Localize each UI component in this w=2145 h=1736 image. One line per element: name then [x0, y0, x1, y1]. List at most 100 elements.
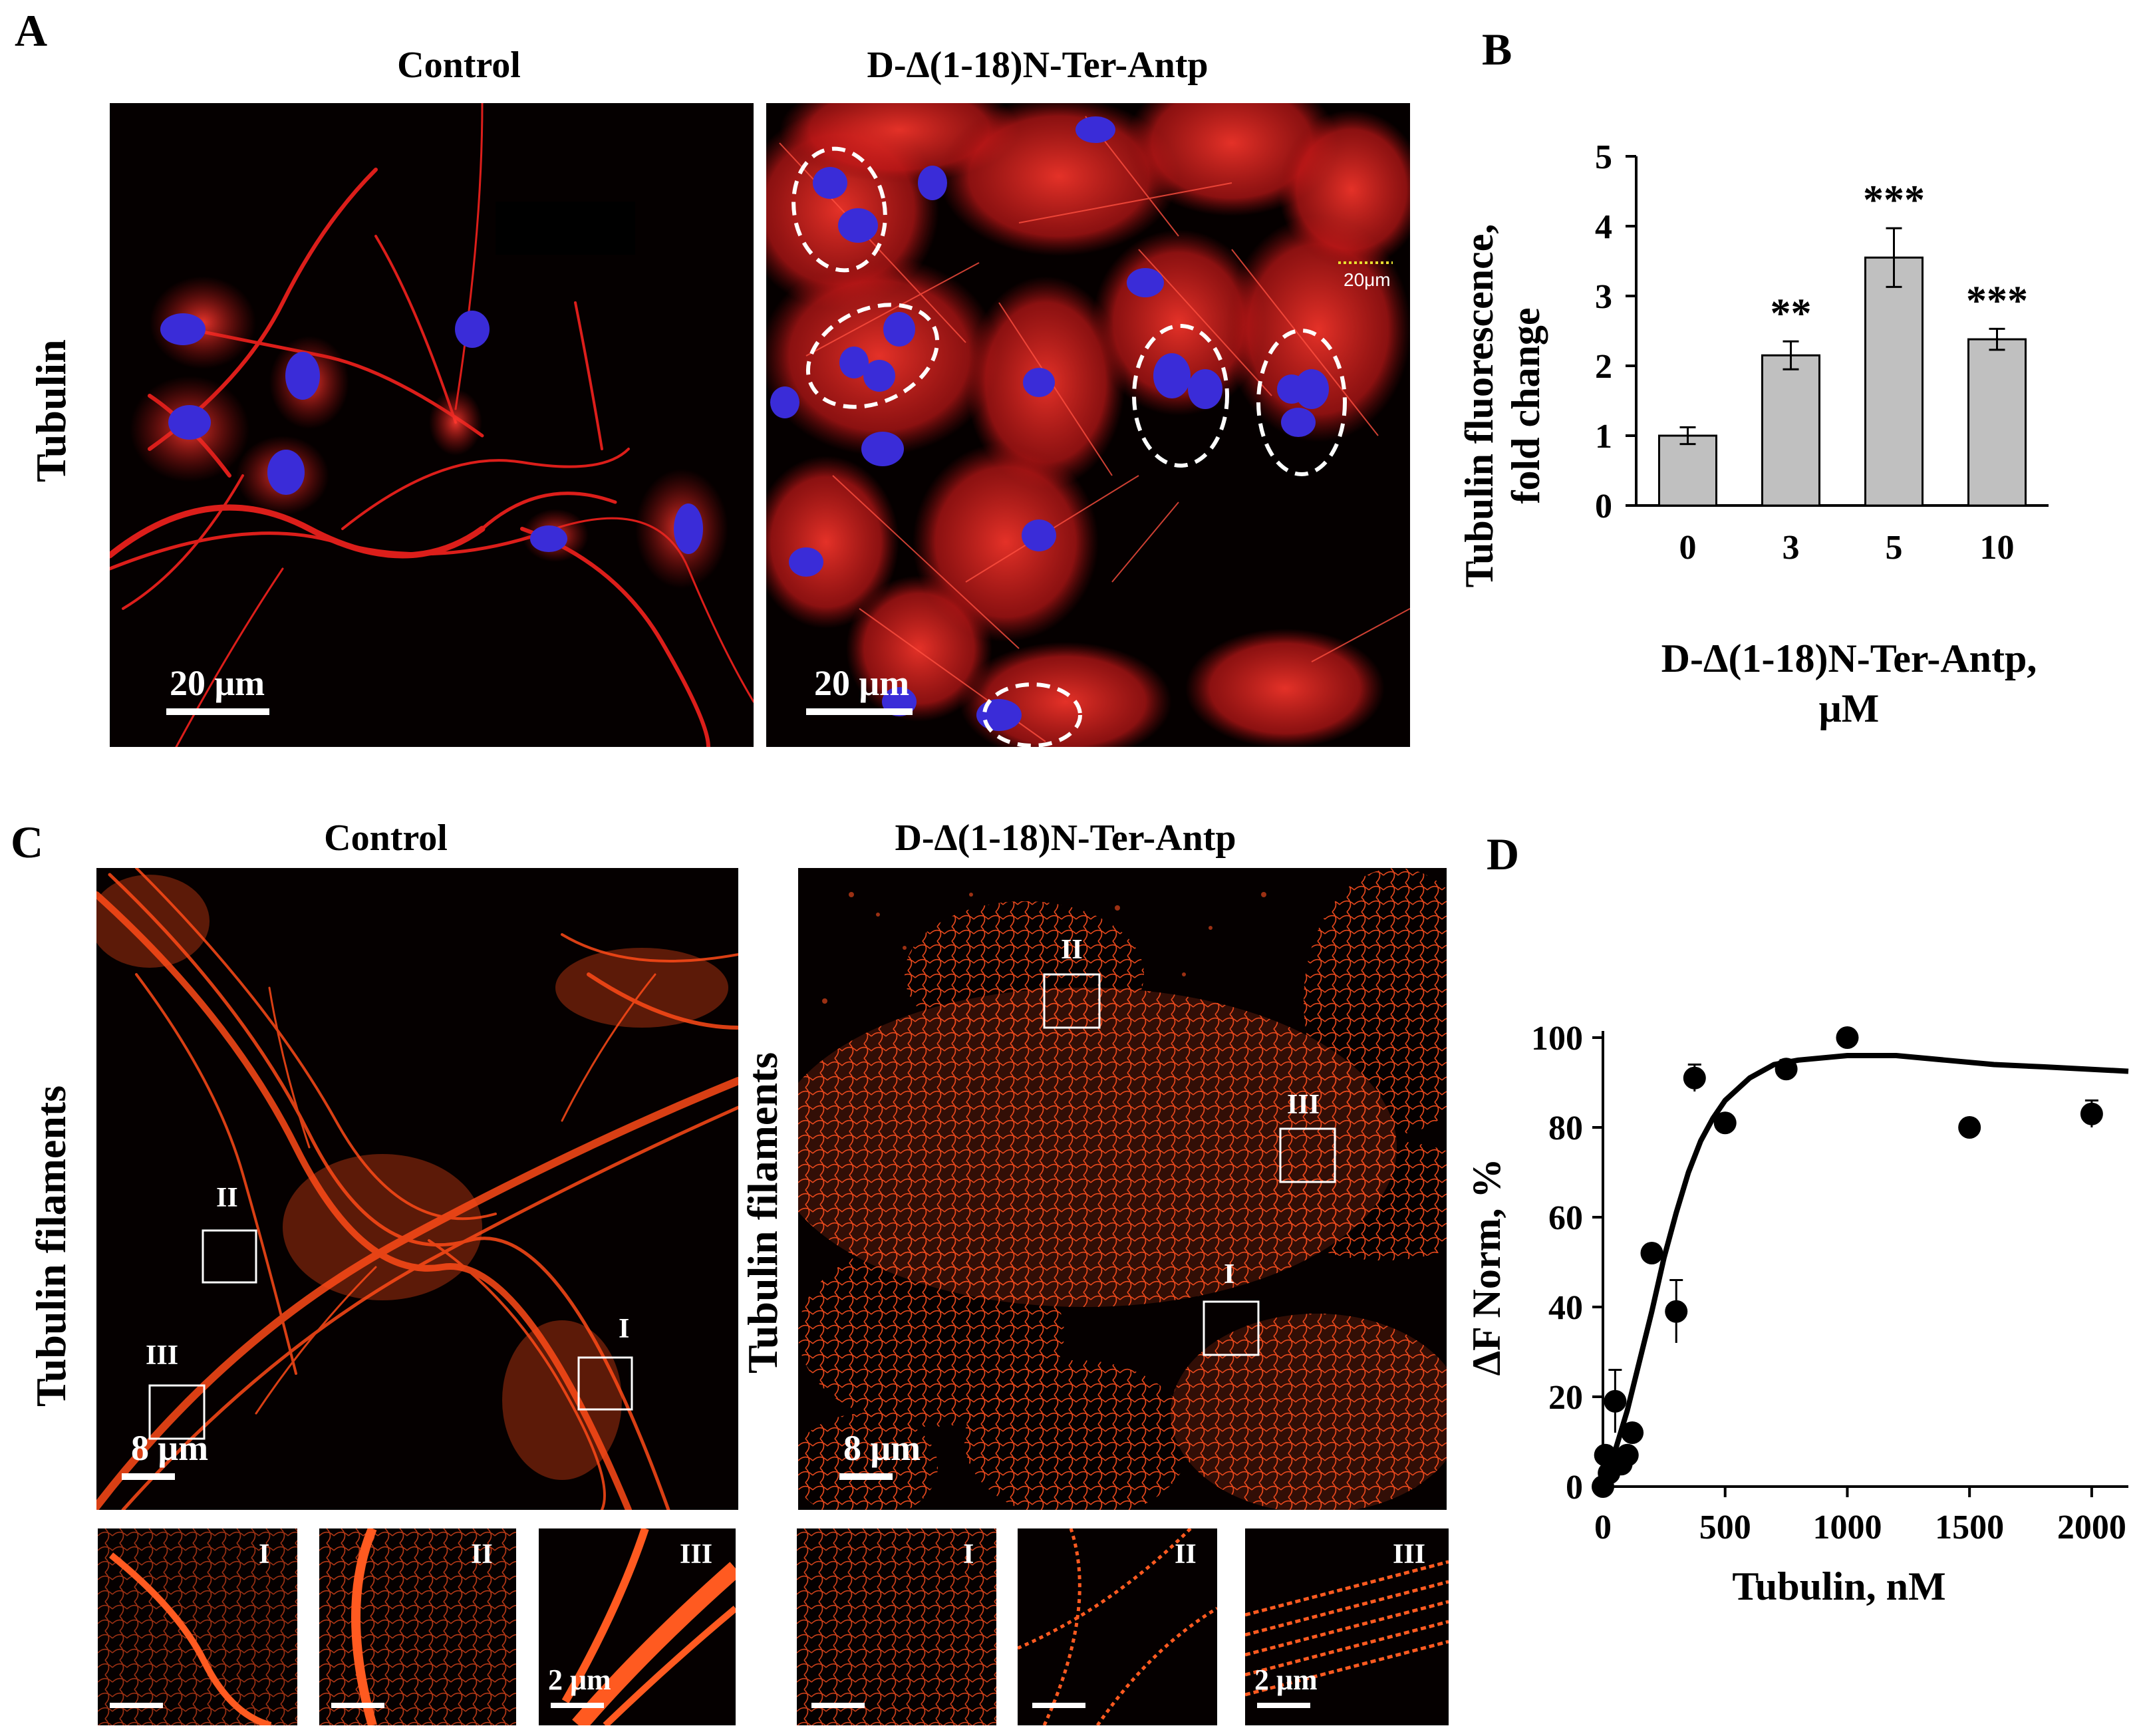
inset-c-treated-iii: III 2 μm	[1245, 1528, 1449, 1725]
scale-bar-c-treated	[839, 1473, 893, 1480]
chart-d-point	[1604, 1389, 1627, 1413]
panel-c-control-title: Control	[324, 817, 448, 859]
inset-c-treated-ii: II	[1018, 1528, 1217, 1725]
micrograph-a-control-image	[110, 103, 754, 747]
chart-d-xtick-label: 1000	[1812, 1509, 1882, 1546]
chart-b-significance: **	[1771, 291, 1812, 336]
panel-letter-d: D	[1487, 829, 1520, 879]
chart-b-category-label: 5	[1886, 529, 1903, 567]
chart-b-ytick-label: 2	[1595, 348, 1612, 386]
chart-b-bar	[1864, 256, 1924, 507]
inset-c-treated-i-image	[797, 1528, 996, 1725]
chart-b-bar	[1967, 338, 2027, 507]
chart-b-category-label: 0	[1679, 529, 1697, 567]
chart-d-point	[2080, 1102, 2103, 1125]
chart-d-point	[1683, 1066, 1706, 1089]
chart-d-xlabel: Tubulin, nM	[1732, 1564, 1945, 1608]
inset-c-control-ii: II	[319, 1528, 516, 1725]
chart-d-ylabel: ΔF Norm, %	[1465, 1159, 1508, 1376]
micrograph-a-control: 20 μm	[110, 103, 754, 747]
inset-scale-bar-c-control-i	[110, 1703, 163, 1708]
chart-b-ytick-label: 0	[1595, 488, 1612, 525]
chart-d-fit-curve	[1600, 1053, 2129, 1488]
box-label-c-treated-i: I	[1224, 1259, 1235, 1290]
chart-d-xtick-label: 1500	[1935, 1509, 2004, 1546]
inset-label-c-treated-iii: III	[1393, 1539, 1426, 1570]
inset-label-c-treated-i: I	[963, 1539, 974, 1570]
micrograph-c-treated: II III I 8 μm	[798, 868, 1447, 1510]
chart-d-xtick-label: 0	[1594, 1509, 1612, 1546]
chart-b-bar	[1658, 434, 1717, 507]
chart-b-significance: ***	[1863, 178, 1925, 223]
inset-scale-bar-c-control-iii	[551, 1703, 604, 1708]
chart-d-point	[1836, 1026, 1859, 1049]
scale-text-c-treated: 8 μm	[843, 1428, 921, 1468]
chart-d-point	[1621, 1421, 1644, 1444]
chart-d-xtick-label: 2000	[2057, 1509, 2126, 1546]
chart-d-xtick-label: 500	[1699, 1509, 1751, 1546]
box-label-c-treated-ii: II	[1061, 935, 1083, 965]
chart-b-significance: ***	[1966, 278, 2028, 323]
chart-b-ytick-label: 5	[1595, 138, 1612, 176]
panel-a-treated-title: D-Δ(1-18)N-Ter-Antp	[867, 45, 1209, 86]
panel-c-treated-title: D-Δ(1-18)N-Ter-Antp	[895, 817, 1236, 859]
scale-text-a-control: 20 μm	[170, 663, 265, 703]
chart-d-point	[1713, 1111, 1737, 1135]
scale-text-a-treated: 20 μm	[814, 663, 910, 703]
chart-b-xlabel-1: D-Δ(1-18)N-Ter-Antp,	[1661, 637, 2037, 680]
scale-text-c-control: 8 μm	[131, 1428, 209, 1468]
chart-d-ytick-label: 40	[1548, 1289, 1583, 1327]
chart-d-point	[1616, 1443, 1639, 1467]
micrograph-c-control-image	[96, 868, 738, 1510]
chart-d-ytick-label: 100	[1531, 1020, 1583, 1058]
inset-label-c-control-i: I	[259, 1539, 270, 1570]
micrograph-c-treated-image	[798, 868, 1447, 1510]
chart-b-ytick-label: 4	[1595, 208, 1612, 246]
box-label-c-control-iii: III	[146, 1340, 179, 1371]
chart-b-ytick-label: 1	[1595, 418, 1612, 456]
panel-a-row-label: Tubulin	[27, 339, 74, 482]
scale-bar-c-control	[122, 1473, 175, 1480]
chart-d-ytick-label: 0	[1566, 1469, 1583, 1507]
inset-label-c-treated-ii: II	[1175, 1539, 1197, 1570]
chart-d-ytick-label: 20	[1548, 1379, 1583, 1417]
inset-c-treated-ii-image	[1018, 1528, 1217, 1725]
inset-c-treated-iii-image	[1245, 1560, 1449, 1697]
inset-scale-text-c-treated: 2 μm	[1254, 1664, 1318, 1696]
micrograph-c-control: II I III 8 μm	[96, 868, 738, 1510]
inset-label-c-control-ii: II	[471, 1539, 493, 1570]
chart-d-point	[1775, 1058, 1798, 1081]
chart-d-ytick-label: 80	[1548, 1109, 1583, 1147]
inset-scale-bar-c-treated-i	[811, 1703, 865, 1708]
scale-bar-a-treated	[806, 708, 913, 715]
chart-b: Tubulin fluorescence, fold change 0 1 2 3 4 5…	[1457, 138, 2049, 730]
panel-letter-c: C	[11, 817, 44, 867]
inset-c-control-i: I	[98, 1528, 297, 1725]
chart-b-bar	[1761, 354, 1820, 507]
chart-d-point	[1640, 1242, 1663, 1264]
inset-scale-bar-c-treated-ii	[1032, 1703, 1085, 1708]
panel-letter-a: A	[15, 5, 48, 56]
box-label-c-control-ii: II	[216, 1183, 238, 1213]
chart-d-point	[1958, 1116, 1981, 1139]
chart-d-ytick-label: 60	[1548, 1199, 1583, 1237]
chart-b-category-label: 3	[1783, 529, 1800, 567]
inset-scale-text-c-control: 2 μm	[548, 1664, 611, 1696]
inset-scale-text-a: 20μm	[1344, 269, 1391, 290]
inset-c-control-ii-image	[319, 1528, 516, 1725]
chart-b-ylabel-2: fold change	[1504, 307, 1548, 504]
micrograph-a-treated: 20μm 20 μm	[766, 103, 1410, 747]
chart-b-category-label: 10	[1980, 529, 2015, 567]
inset-scale-bar-c-control-ii	[331, 1703, 384, 1708]
panel-letter-b: B	[1482, 24, 1512, 74]
chart-d-point	[1665, 1300, 1688, 1323]
inset-scale-bar-c-treated-iii	[1257, 1703, 1310, 1708]
chart-b-ylabel-1: Tubulin fluorescence,	[1457, 224, 1501, 588]
scale-bar-a-control	[166, 708, 269, 715]
chart-b-ytick-label: 3	[1595, 278, 1612, 316]
inset-c-control-iii: III 2 μm	[539, 1528, 736, 1725]
box-label-c-treated-iii: III	[1287, 1089, 1320, 1120]
chart-b-xlabel-2: μM	[1819, 686, 1880, 730]
box-label-c-control-i: I	[619, 1314, 630, 1344]
